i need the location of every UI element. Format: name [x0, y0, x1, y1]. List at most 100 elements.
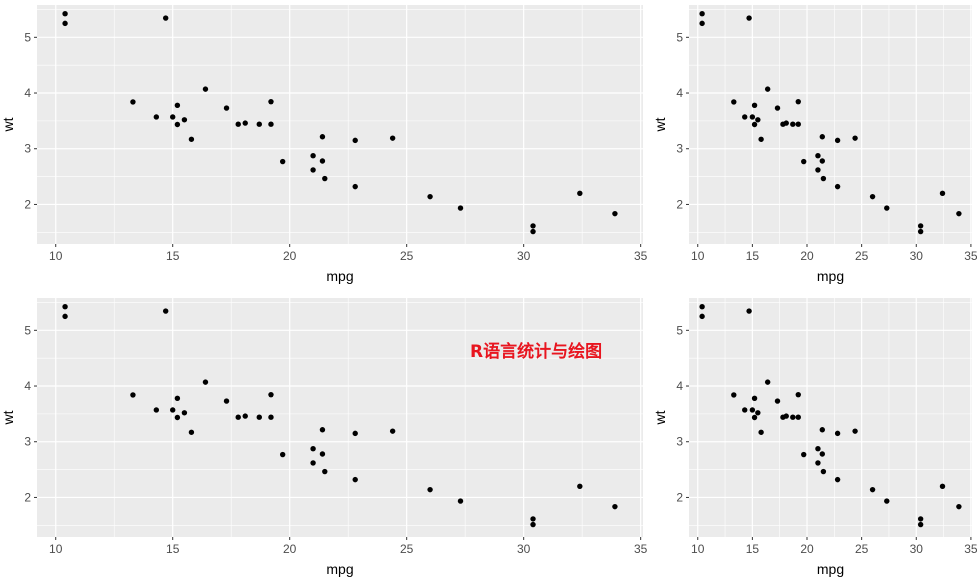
data-point [530, 516, 536, 522]
x-tick-label: 30 [910, 542, 924, 556]
data-point [815, 167, 821, 173]
x-tick-label: 35 [634, 542, 648, 556]
data-point [530, 228, 536, 235]
data-point [819, 451, 826, 457]
data-point [457, 205, 464, 211]
data-point [834, 183, 841, 190]
data-point [780, 414, 786, 420]
data-point [202, 86, 209, 92]
data-point [130, 392, 136, 398]
data-point [188, 136, 195, 142]
data-point [852, 135, 858, 141]
data-point [162, 15, 169, 21]
y-tick-label: 5 [24, 30, 31, 44]
x-tick-label: 20 [800, 249, 814, 263]
data-point [256, 121, 262, 127]
data-point [939, 190, 946, 197]
data-point [815, 445, 821, 452]
data-point [389, 428, 396, 434]
data-point [819, 427, 826, 433]
data-point [174, 414, 181, 421]
data-point [815, 460, 821, 466]
data-point [790, 414, 796, 420]
x-tick-label: 35 [634, 249, 648, 263]
data-point [795, 98, 801, 105]
data-point [268, 121, 274, 127]
data-point [956, 210, 962, 217]
x-tick-label: 25 [400, 542, 414, 556]
data-point [884, 498, 890, 504]
data-point [153, 407, 160, 413]
x-tick-label: 10 [691, 542, 705, 556]
data-point [322, 175, 328, 182]
data-point [170, 114, 176, 120]
data-point [279, 158, 286, 165]
data-point [820, 468, 827, 475]
x-tick-label: 10 [691, 249, 705, 263]
data-point [310, 460, 316, 466]
data-point [577, 190, 583, 197]
data-point [917, 516, 924, 522]
chart-panel-3: 10 15 20 25 30 35 2 3 4 5 mpg wt [0, 298, 648, 577]
y-tick-label: 5 [24, 323, 31, 337]
data-point [279, 451, 286, 458]
chart-panel-4: 10 15 20 25 30 35 2 3 4 5 mpg wt [652, 298, 977, 577]
watermark-text: R语言统计与绘图 [470, 342, 603, 362]
data-point [746, 15, 752, 21]
x-axis-title: mpg [326, 561, 353, 577]
data-point [699, 303, 705, 310]
data-point [764, 86, 771, 92]
y-axis-title: wt [0, 117, 16, 132]
data-point [834, 476, 841, 483]
data-point [699, 20, 705, 27]
data-point [457, 498, 464, 504]
data-point [758, 136, 764, 142]
x-axis-title: mpg [817, 561, 844, 577]
data-point [731, 392, 737, 398]
data-point [162, 308, 169, 314]
data-point [755, 117, 761, 123]
data-point [819, 134, 826, 140]
data-point [319, 134, 326, 140]
data-point [352, 137, 358, 144]
data-point [939, 483, 946, 490]
data-point [795, 414, 801, 420]
y-tick-label: 5 [676, 30, 683, 44]
data-point [319, 158, 326, 164]
data-point [884, 205, 890, 211]
x-tick-label: 25 [400, 249, 414, 263]
data-point [181, 117, 188, 123]
data-point [815, 152, 821, 159]
data-point [235, 414, 241, 420]
y-tick-label: 4 [676, 86, 683, 100]
y-tick-label: 3 [24, 435, 31, 449]
data-point [268, 391, 274, 398]
data-point [820, 175, 827, 182]
x-tick-label: 20 [800, 542, 814, 556]
y-tick-label: 2 [24, 197, 31, 211]
x-tick-label: 10 [49, 249, 63, 263]
data-point [202, 379, 209, 385]
data-point [530, 223, 536, 229]
x-tick-label: 15 [166, 542, 180, 556]
data-point [170, 407, 176, 413]
data-point [319, 451, 326, 457]
data-point [322, 468, 328, 475]
data-point [242, 120, 248, 126]
x-tick-label: 15 [746, 249, 760, 263]
data-point [917, 521, 924, 528]
data-point [774, 398, 781, 404]
x-tick-label: 30 [910, 249, 924, 263]
y-tick-label: 2 [676, 490, 683, 504]
data-point [181, 410, 188, 416]
data-point [389, 135, 396, 141]
data-point [62, 303, 68, 310]
x-tick-label: 15 [166, 249, 180, 263]
data-point [62, 20, 68, 27]
data-point [310, 152, 316, 159]
data-point [751, 414, 758, 421]
data-point [755, 410, 761, 416]
data-point [917, 223, 924, 229]
y-tick-label: 2 [676, 197, 683, 211]
